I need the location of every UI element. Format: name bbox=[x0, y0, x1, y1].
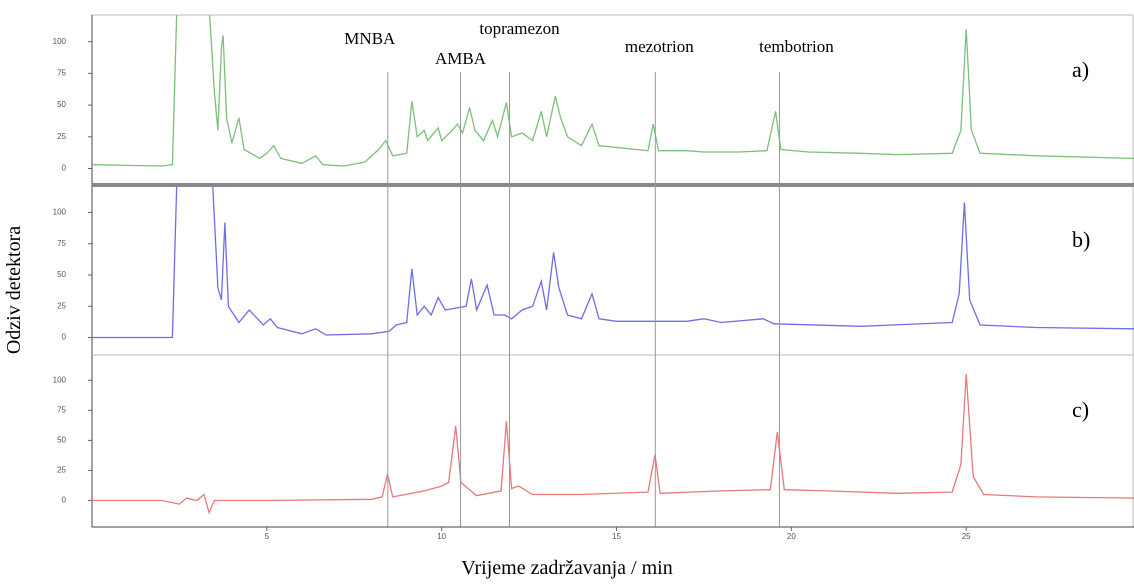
y-tick-label: 100 bbox=[53, 208, 67, 217]
x-tick-label: 25 bbox=[962, 532, 971, 541]
x-tick-label: 15 bbox=[612, 532, 621, 541]
y-tick-label: 50 bbox=[57, 436, 66, 445]
panel-frame bbox=[91, 354, 1134, 528]
y-tick-label: 0 bbox=[62, 496, 67, 505]
panel-frame bbox=[91, 184, 1134, 356]
trace-group bbox=[92, 15, 1134, 167]
panel-divider bbox=[92, 183, 1134, 187]
x-tick-label: 10 bbox=[437, 532, 446, 541]
y-tick-label: 75 bbox=[57, 239, 66, 248]
marker-label: topramezon bbox=[479, 19, 560, 38]
x-tick-label: 20 bbox=[787, 532, 796, 541]
trace bbox=[92, 185, 1134, 339]
y-tick-label: 0 bbox=[62, 164, 67, 173]
marker-label: MNBA bbox=[344, 29, 396, 48]
panel-label: a) bbox=[1072, 57, 1089, 82]
trace bbox=[92, 374, 1134, 515]
y-tick-label: 100 bbox=[53, 37, 67, 46]
marker-label: mezotrion bbox=[625, 37, 694, 56]
marker-label: tembotrion bbox=[759, 37, 834, 56]
y-tick-label: 50 bbox=[57, 270, 66, 279]
marker-label: AMBA bbox=[435, 49, 487, 68]
y-tick-label: 25 bbox=[57, 466, 66, 475]
y-tick-label: 25 bbox=[57, 132, 66, 141]
y-tick-label: 25 bbox=[57, 301, 66, 310]
panel-label: b) bbox=[1072, 227, 1090, 252]
y-tick-label: 75 bbox=[57, 68, 66, 77]
x-axis-label: Vrijeme zadržavanja / min bbox=[461, 557, 672, 579]
y-tick-label: 50 bbox=[57, 100, 66, 109]
panel-frame bbox=[91, 14, 1134, 186]
y-tick-label: 0 bbox=[62, 333, 67, 342]
trace bbox=[92, 15, 1134, 167]
panel-label: c) bbox=[1072, 397, 1089, 422]
x-tick-label: 5 bbox=[265, 532, 270, 541]
y-tick-label: 100 bbox=[53, 375, 67, 384]
trace-group bbox=[92, 374, 1134, 515]
trace-group bbox=[92, 185, 1134, 339]
y-tick-label: 75 bbox=[57, 405, 66, 414]
y-axis-label: Odziv detektora bbox=[3, 226, 25, 354]
